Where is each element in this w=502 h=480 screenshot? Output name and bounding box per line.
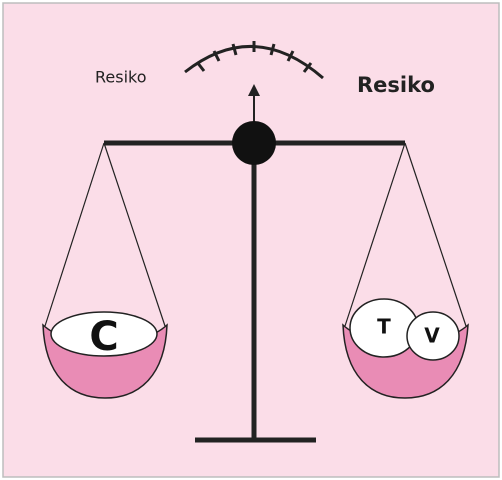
pan-item: T [377, 315, 391, 339]
right-label: Resiko [357, 73, 435, 97]
left-label: Resiko [95, 68, 147, 87]
scale-diagram: Resiko Resiko C T V [0, 0, 502, 480]
pan-item: V [424, 324, 440, 348]
pivot [232, 121, 276, 165]
pan-item: C [89, 314, 118, 360]
